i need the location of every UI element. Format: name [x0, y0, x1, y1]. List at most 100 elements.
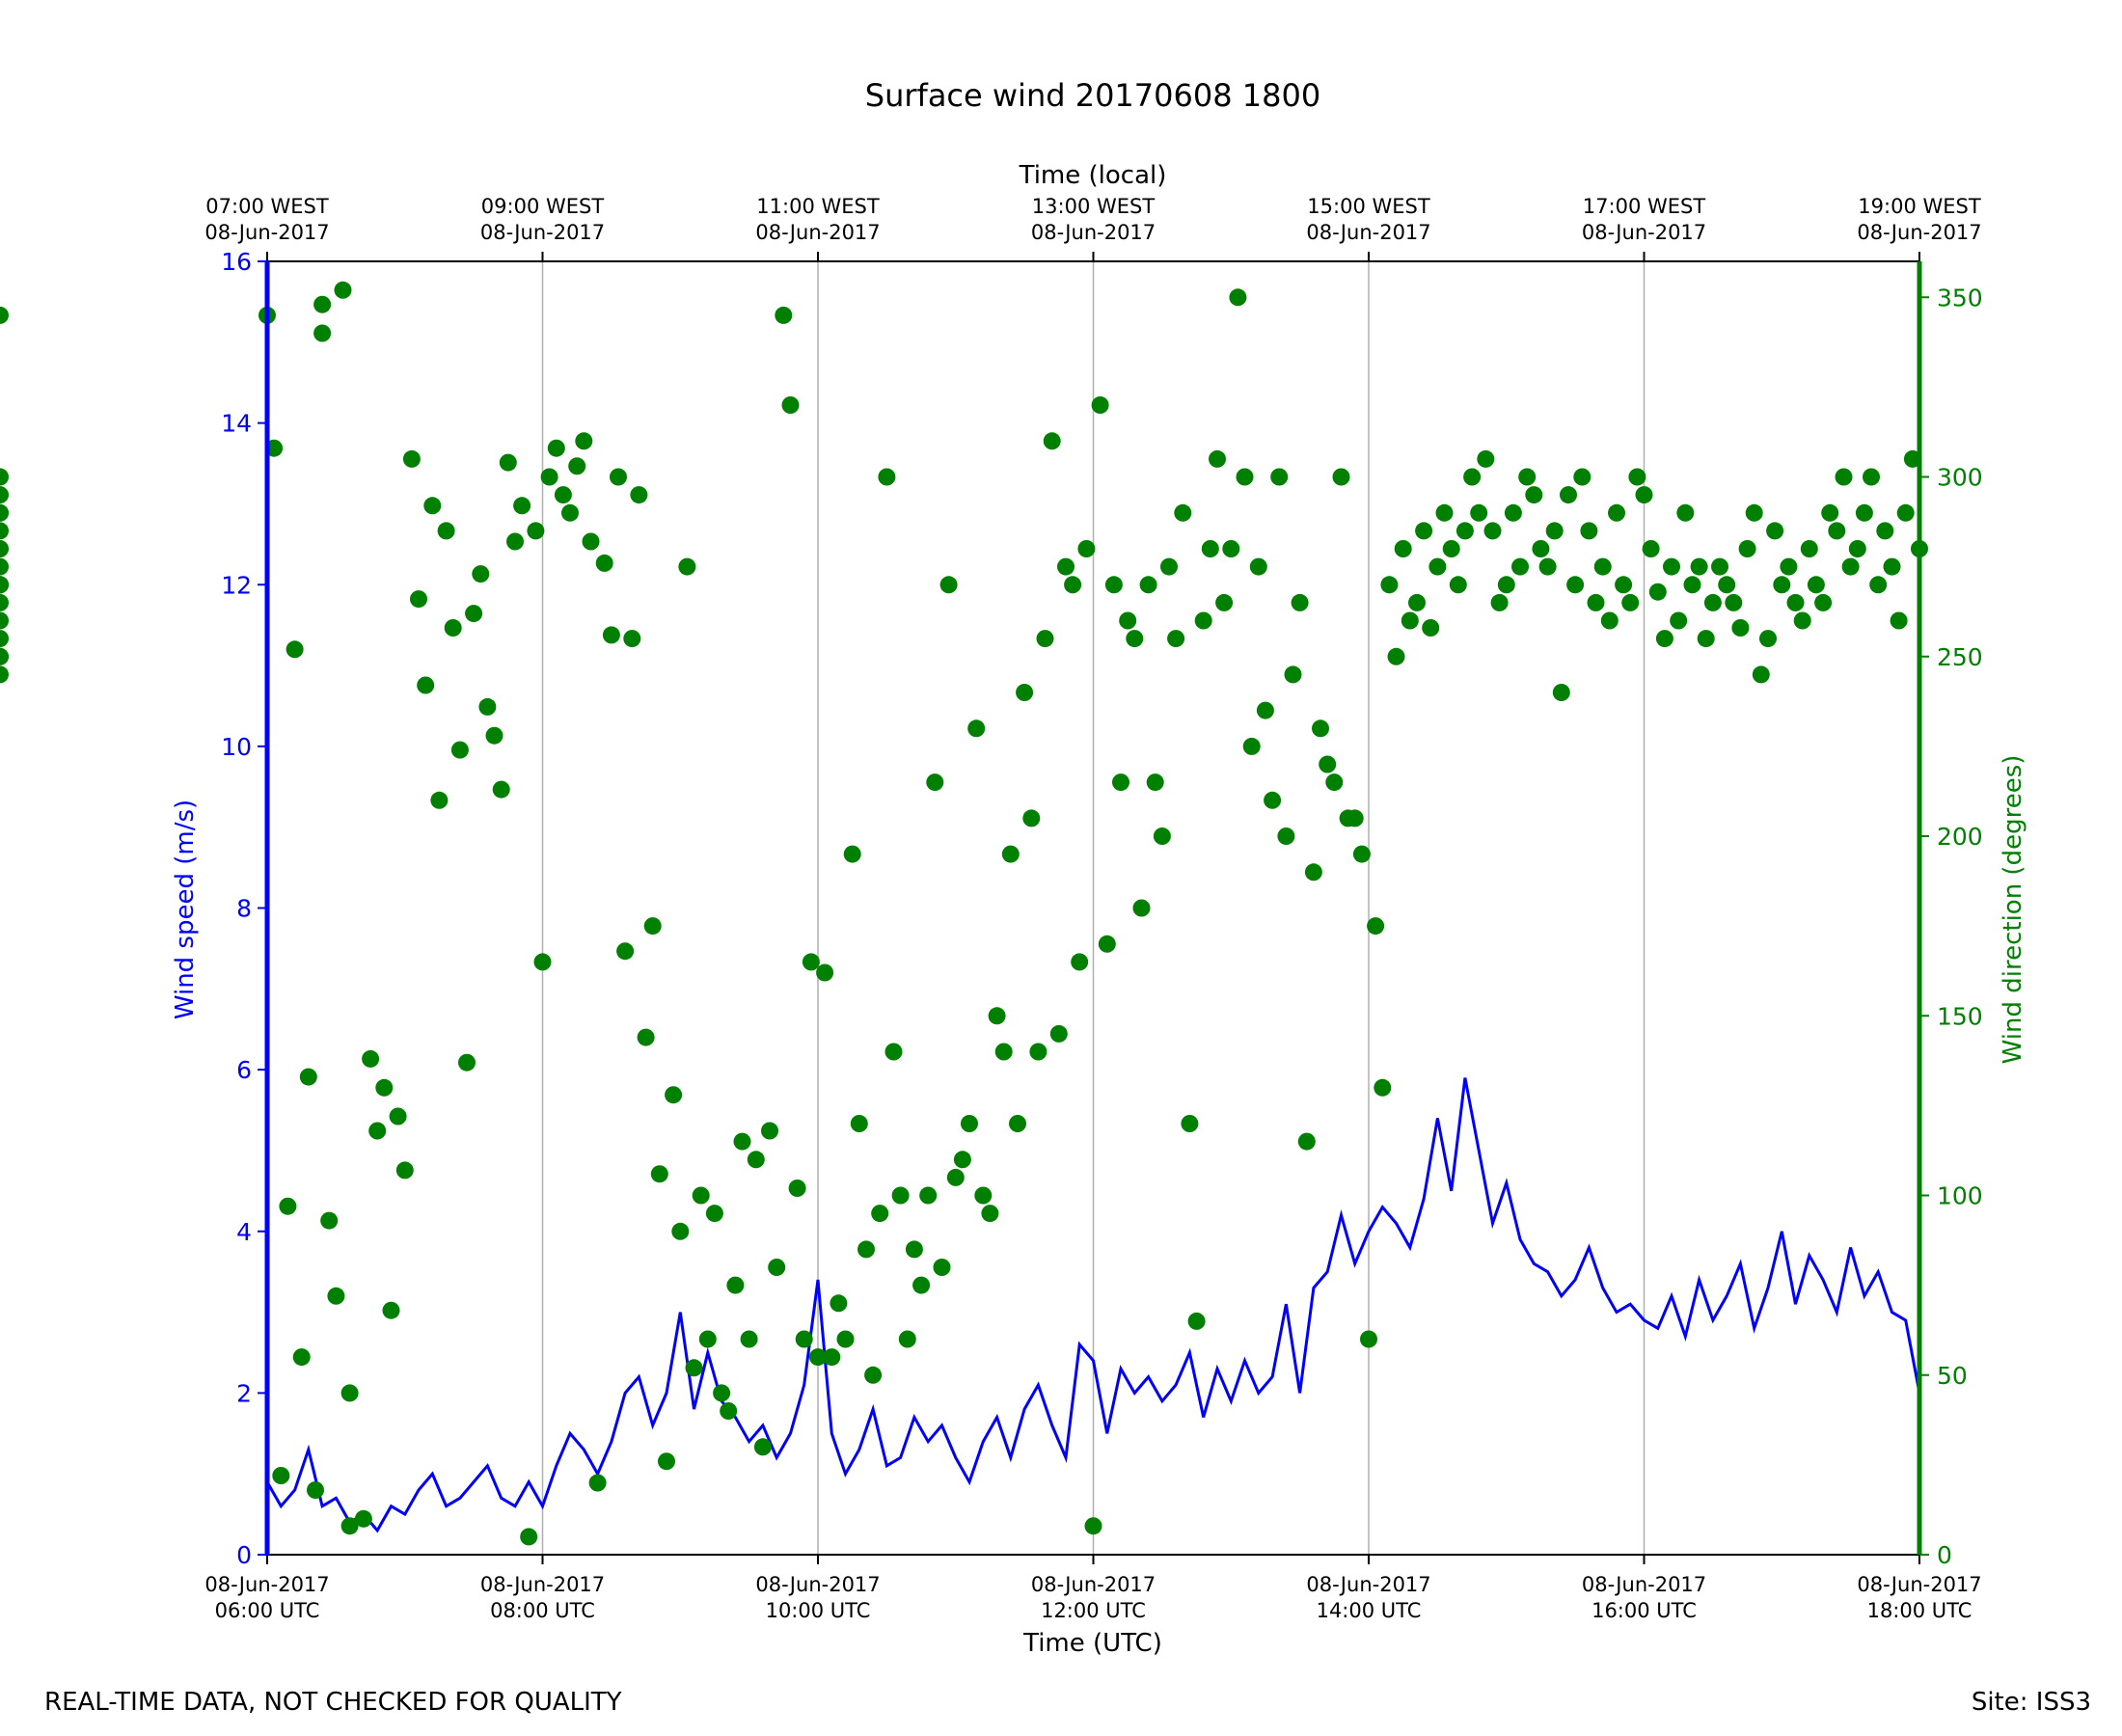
- y-tick-label-left: 4: [236, 1218, 252, 1246]
- wind-direction-point: [362, 1049, 380, 1068]
- wind-direction-point: [1793, 611, 1811, 630]
- y-tick-label-left: 16: [221, 248, 252, 276]
- wind-direction-point: [410, 590, 427, 609]
- wind-direction-point: [1229, 288, 1247, 307]
- wind-direction-point: [665, 1086, 683, 1104]
- wind-direction-point: [506, 532, 524, 551]
- wind-direction-point: [1291, 593, 1309, 611]
- wind-direction-point: [0, 486, 9, 504]
- x-tick-label-top: 08-Jun-2017: [1306, 221, 1430, 244]
- wind-direction-point: [775, 306, 793, 324]
- wind-direction-point: [1883, 557, 1901, 576]
- wind-direction-point: [554, 486, 572, 504]
- wind-direction-point: [795, 1330, 813, 1348]
- wind-direction-point: [905, 1240, 923, 1259]
- wind-direction-point: [1896, 503, 1915, 522]
- x-tick-label-top: 08-Jun-2017: [1857, 221, 1981, 244]
- y-tick-label-left: 8: [236, 895, 252, 923]
- wind-direction-point: [292, 1348, 311, 1367]
- wind-direction-point: [1016, 684, 1034, 701]
- wind-direction-point: [967, 719, 986, 738]
- wind-direction-point: [1490, 593, 1509, 611]
- wind-direction-point: [1312, 719, 1329, 738]
- wind-direction-point: [1071, 953, 1089, 971]
- wind-direction-point: [1752, 665, 1770, 684]
- wind-direction-point: [533, 953, 552, 971]
- wind-direction-point: [961, 1115, 978, 1132]
- wind-direction-point: [1573, 468, 1592, 486]
- wind-direction-point: [568, 457, 586, 475]
- wind-direction-point: [1242, 737, 1261, 755]
- wind-direction-point: [926, 773, 944, 792]
- wind-direction-point: [1380, 576, 1399, 594]
- wind-direction-point: [692, 1186, 710, 1205]
- wind-direction-point: [898, 1330, 916, 1348]
- wind-direction-point: [0, 576, 9, 594]
- x-tick-label-bottom: 08-Jun-2017: [480, 1573, 605, 1596]
- wind-direction-point: [1001, 845, 1020, 863]
- wind-direction-point: [1835, 468, 1853, 486]
- wind-direction-point: [1201, 540, 1219, 557]
- wind-direction-point: [953, 1151, 971, 1169]
- wind-direction-point: [823, 1348, 841, 1367]
- wind-direction-point: [1855, 503, 1873, 522]
- wind-direction-point: [1663, 557, 1680, 576]
- wind-direction-point: [1029, 1043, 1047, 1061]
- wind-direction-point: [1374, 1078, 1392, 1097]
- wind-direction-point: [520, 1528, 538, 1546]
- wind-direction-point: [836, 1330, 855, 1348]
- wind-direction-point: [1766, 522, 1784, 540]
- wind-direction-point: [0, 468, 9, 486]
- wind-direction-point: [1209, 449, 1226, 468]
- wind-speed-line: [265, 1077, 1921, 1533]
- x-tick-label-top: 11:00 WEST: [756, 195, 880, 218]
- wind-direction-point: [1139, 576, 1157, 594]
- wind-direction-point: [430, 791, 449, 809]
- wind-direction-point: [0, 306, 9, 324]
- wind-direction-point: [698, 1330, 717, 1348]
- wind-direction-point: [450, 741, 469, 759]
- y-tick-label-right: 50: [1937, 1362, 1968, 1390]
- wind-direction-point: [1593, 557, 1612, 576]
- wind-direction-point: [1566, 576, 1585, 594]
- x-tick-label-top: 15:00 WEST: [1307, 195, 1430, 218]
- wind-direction-point: [1319, 755, 1337, 773]
- wind-direction-point: [643, 917, 662, 936]
- wind-direction-point: [1104, 576, 1123, 594]
- wind-direction-point: [1394, 540, 1412, 557]
- wind-direction-point: [0, 593, 9, 611]
- wind-direction-point: [1187, 1312, 1206, 1330]
- x-tick-label-top: 08-Jun-2017: [480, 221, 605, 244]
- wind-direction-point: [884, 1043, 903, 1061]
- wind-direction-point: [0, 557, 9, 576]
- wind-direction-point: [1545, 522, 1564, 540]
- wind-direction-point: [499, 453, 517, 472]
- wind-direction-point: [1615, 576, 1633, 594]
- wind-direction-point: [726, 1276, 745, 1294]
- wind-direction-point: [1628, 468, 1646, 486]
- wind-direction-point: [1580, 522, 1598, 540]
- wind-direction-point: [1711, 557, 1728, 576]
- x-tick-label-top: 07:00 WEST: [205, 195, 329, 218]
- wind-direction-point: [994, 1043, 1013, 1061]
- wind-direction-point: [685, 1359, 703, 1377]
- x-tick-label-bottom: 08-Jun-2017: [204, 1573, 329, 1596]
- wind-direction-point: [1532, 540, 1550, 557]
- x-tick-label-bottom: 12:00 UTC: [1041, 1599, 1146, 1622]
- wind-direction-point: [1635, 486, 1653, 504]
- wind-direction-point: [1759, 630, 1777, 648]
- wind-direction-point: [878, 468, 896, 486]
- wind-direction-point: [1126, 630, 1144, 648]
- wind-direction-point: [1360, 1330, 1377, 1348]
- x-tick-label-top: 08-Jun-2017: [1031, 221, 1156, 244]
- wind-direction-point: [1903, 449, 1921, 468]
- wind-direction-point: [1738, 540, 1756, 557]
- wind-direction-point: [1670, 611, 1688, 630]
- y-tick-label-left: 6: [236, 1056, 252, 1084]
- wind-direction-point: [1841, 557, 1860, 576]
- wind-direction-point: [1608, 503, 1625, 522]
- wind-direction-point: [802, 953, 820, 971]
- wind-direction-point: [395, 1161, 414, 1180]
- wind-direction-point: [1222, 540, 1240, 557]
- wind-direction-point: [1642, 540, 1660, 557]
